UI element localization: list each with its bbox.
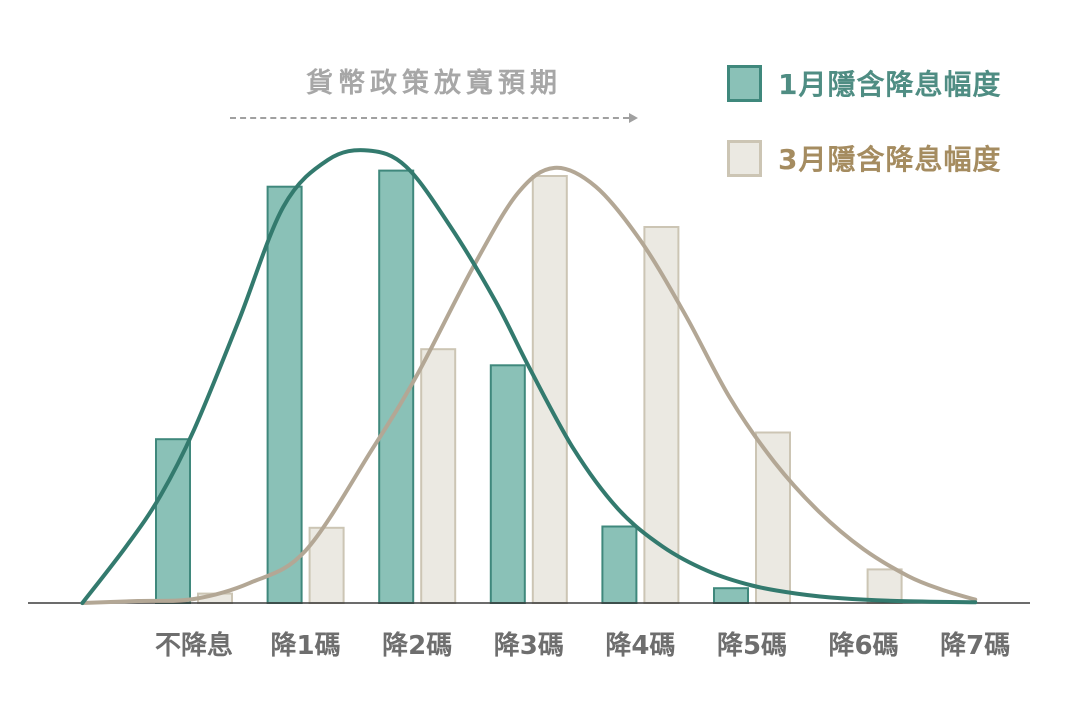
bar-mar-3: [531, 175, 568, 604]
x-axis-label-7: 降7碼: [940, 631, 1011, 661]
legend-swatch-mar: [727, 139, 762, 177]
legend-swatch-jan: [727, 64, 762, 102]
bar-jan-1: [266, 185, 303, 604]
x-axis-label-1: 降1碼: [270, 631, 341, 661]
curve-mar: [80, 165, 978, 605]
legend-label-mar: 3月隱含降息幅度: [778, 143, 1002, 176]
legend: 1月隱含降息幅度 3月隱含降息幅度: [727, 63, 1001, 178]
x-axis-label-0: 不降息: [154, 631, 234, 661]
bar-mar-6: [866, 568, 903, 605]
legend-item-mar: 3月隱含降息幅度: [727, 138, 1001, 178]
legend-label-jan: 1月隱含降息幅度: [778, 68, 1002, 101]
annotation-arrow: [230, 113, 638, 124]
arrow-head-icon: [629, 113, 638, 124]
bar-mar-2: [420, 348, 457, 605]
x-axis-label-4: 降4碼: [605, 631, 676, 661]
bar-jan-4: [601, 525, 638, 604]
x-axis-label-2: 降2碼: [382, 631, 453, 661]
x-axis-label-3: 降3碼: [493, 631, 564, 661]
x-axis: 不降息 降1碼 降2碼 降3碼 降4碼 降5碼 降6碼 降7碼: [0, 625, 1077, 665]
bar-jan-5: [713, 587, 749, 605]
bar-mar-4: [643, 226, 680, 604]
easing-annotation: 貨幣政策放寬預期: [230, 68, 638, 124]
legend-item-jan: 1月隱含降息幅度: [727, 63, 1001, 103]
x-axis-label-6: 降6碼: [828, 631, 899, 661]
x-axis-label-5: 降5碼: [716, 631, 788, 661]
dashed-line: [230, 117, 629, 120]
annotation-label: 貨幣政策放寬預期: [306, 68, 562, 99]
bar-jan-3: [489, 364, 526, 604]
bar-jan-0: [155, 438, 191, 605]
curve-jan: [80, 148, 978, 605]
